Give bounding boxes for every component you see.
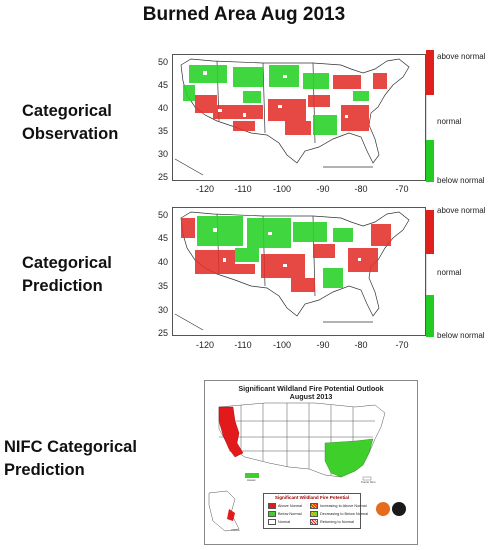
nifc-legend-below-normal-label: Below Normal (278, 511, 302, 516)
main-title: Burned Area Aug 2013 (142, 4, 346, 25)
nifc-legend-returning-label: Returning to Normal (320, 519, 354, 524)
observation-lat-tick: 25 (157, 172, 168, 182)
prediction-lon-tick: -110 (234, 340, 252, 350)
nifc-title-line2: August 2013 (289, 392, 333, 401)
nifc-map (208, 402, 406, 532)
nifc-outlook-panel: Significant Wildland Fire Potential Outl… (204, 380, 418, 545)
prediction-lat-tick: 35 (157, 281, 168, 291)
nifc-legend-increasing: Increasing to Above Normal (310, 503, 367, 509)
prediction-colorbar-below-label: below normal (437, 331, 485, 340)
observation-lon-tick: -100 (272, 184, 291, 194)
prediction-lon-tick: -70 (395, 340, 409, 350)
prediction-lon-tick: -80 (354, 340, 368, 350)
observation-map-frame (172, 54, 426, 181)
row-label-observation-line2: Observation (22, 125, 119, 143)
observation-colorbar-below (426, 140, 434, 182)
prediction-lon-tick: -120 (195, 340, 214, 350)
observation-lon-tick: -110 (234, 184, 252, 194)
nifc-legend-title: Significant Wildland Fire Potential (274, 495, 350, 500)
prediction-colorbar-above (426, 210, 434, 254)
nifc-legend-above-normal-label: Above Normal (278, 503, 303, 508)
observation-lat-tick: 40 (157, 103, 168, 113)
nifc-alaska-outline (208, 490, 240, 532)
row-label-observation: Categorical Observation (22, 100, 118, 146)
nifc-hawaii-below-normal (245, 473, 259, 478)
row-label-nifc: NIFC Categorical Prediction (4, 436, 137, 482)
observation-white-speckles (203, 71, 348, 118)
row-label-observation-line1: Categorical (22, 102, 112, 120)
row-label-prediction: Categorical Prediction (22, 252, 112, 298)
observation-lon-tick: -80 (354, 184, 368, 194)
row-label-prediction-line1: Categorical (22, 254, 112, 272)
prediction-colorbar-below (426, 295, 434, 337)
observation-lat-tick: 50 (157, 57, 168, 67)
prediction-lat-tick: 25 (157, 328, 168, 338)
prediction-green-cells (197, 216, 353, 288)
observation-colorbar-above (426, 50, 434, 95)
row-label-nifc-line1: NIFC Categorical (4, 438, 137, 456)
prediction-white-speckles (213, 228, 361, 267)
nifc-legend-above-normal: Above Normal (268, 503, 302, 509)
prediction-lat-tick: 30 (157, 305, 168, 315)
nifc-hawaii-label: Hawaii (247, 478, 256, 482)
observation-lat-tick: 30 (157, 149, 168, 159)
row-label-nifc-line2: Prediction (4, 461, 85, 479)
observation-red-cells (195, 73, 387, 135)
observation-lon-tick: -120 (195, 184, 214, 194)
nifc-legend-decreasing: Decreasing to Below Normal (310, 511, 368, 517)
nifc-title-line1: Significant Wildland Fire Potential Outl… (238, 384, 384, 393)
prediction-lon-tick: -90 (316, 340, 330, 350)
nifc-southeast-below-normal (324, 438, 374, 478)
observation-colorbar-normal-label: normal (437, 117, 462, 126)
nifc-alaska-above-normal (227, 509, 235, 521)
observation-lat-tick: 45 (157, 80, 168, 90)
prediction-lat-tick: 40 (157, 257, 168, 267)
nifc-logo-nifc (392, 502, 406, 516)
nifc-west-coast-above-normal (218, 406, 244, 458)
prediction-map (174, 211, 410, 331)
observation-colorbar-above-label: above normal (437, 52, 486, 61)
prediction-colorbar-above-label: above normal (437, 206, 486, 215)
nifc-legend-normal-label: Normal (278, 519, 291, 524)
observation-colorbar-normal (426, 95, 435, 140)
observation-lon-tick: -90 (316, 184, 330, 194)
prediction-lat-tick: 45 (157, 233, 168, 243)
nifc-legend-increasing-label: Increasing to Above Normal (320, 503, 367, 508)
nifc-legend: Significant Wildland Fire Potential Abov… (263, 493, 368, 529)
nifc-alaska-label: Alaska (231, 528, 240, 532)
nifc-state-outlines (218, 402, 386, 478)
nifc-puerto-rico-label: Puerto Rico (361, 480, 376, 484)
observation-lon-tick: -70 (395, 184, 409, 194)
prediction-red-cells (181, 218, 391, 292)
nifc-legend-below-normal: Below Normal (268, 511, 302, 517)
observation-map (174, 58, 410, 176)
prediction-map-frame (172, 207, 426, 336)
prediction-colorbar-normal-label: normal (437, 268, 462, 277)
nifc-legend-returning: Returning to Normal (310, 519, 354, 525)
prediction-lon-tick: -100 (272, 340, 291, 350)
nifc-puerto-rico-outline (362, 476, 372, 481)
nifc-legend-normal: Normal (268, 519, 290, 525)
observation-colorbar-below-label: below normal (437, 176, 485, 185)
prediction-lat-tick: 50 (157, 210, 168, 220)
observation-lat-tick: 35 (157, 126, 168, 136)
nifc-logo-usda (376, 502, 390, 516)
nifc-legend-decreasing-label: Decreasing to Below Normal (320, 511, 369, 516)
row-label-prediction-line2: Prediction (22, 277, 103, 295)
prediction-colorbar-normal (426, 254, 435, 295)
